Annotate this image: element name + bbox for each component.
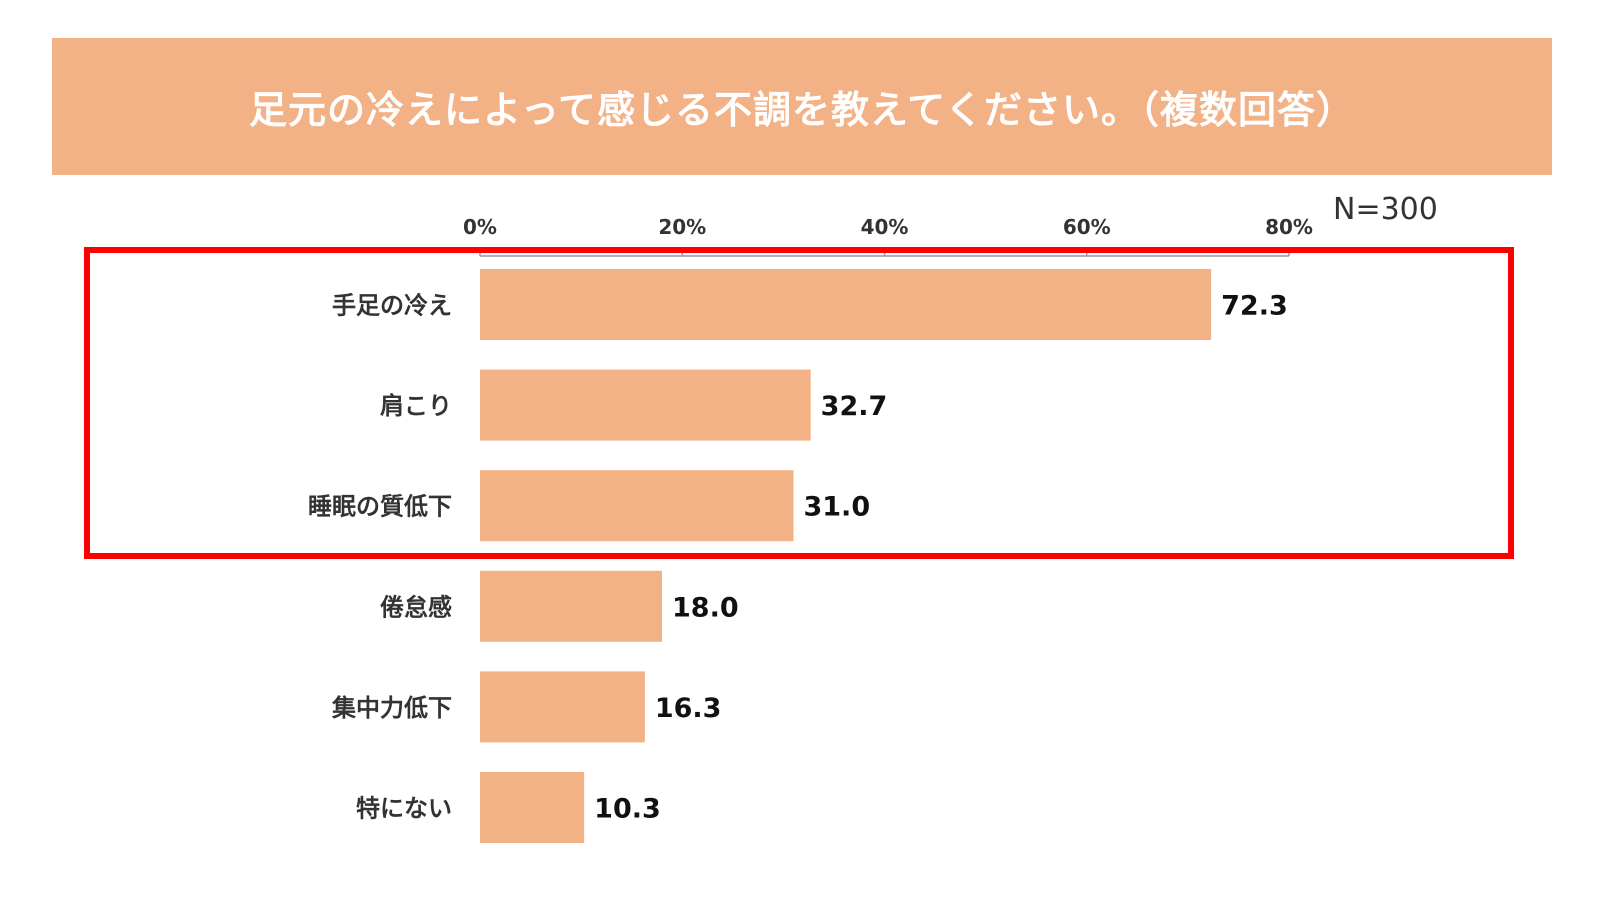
category-label: 特にない bbox=[356, 795, 452, 823]
bar bbox=[480, 671, 645, 743]
bar bbox=[480, 470, 794, 542]
chart-title: 足元の冷えによって感じる不調を教えてください。（複数回答） bbox=[249, 88, 1355, 132]
value-label: 31.0 bbox=[803, 492, 870, 523]
bar bbox=[480, 772, 585, 843]
x-tick-label: 20% bbox=[658, 215, 706, 239]
x-tick-label: 60% bbox=[1063, 215, 1111, 239]
value-label: 10.3 bbox=[594, 794, 661, 825]
category-label: 手足の冷え bbox=[332, 292, 452, 320]
bar bbox=[480, 269, 1212, 340]
x-tick-label: 0% bbox=[463, 215, 497, 239]
sample-size-label: N=300 bbox=[1333, 192, 1438, 227]
bar bbox=[480, 570, 663, 642]
value-label: 32.7 bbox=[821, 391, 888, 422]
category-label: 倦怠感 bbox=[380, 593, 452, 621]
x-tick-label: 80% bbox=[1265, 215, 1313, 239]
value-label: 16.3 bbox=[655, 693, 722, 724]
bar bbox=[480, 369, 811, 441]
highlight-box bbox=[84, 247, 1514, 559]
category-label: 集中力低下 bbox=[331, 694, 452, 722]
x-tick-label: 40% bbox=[861, 215, 909, 239]
category-label: 睡眠の質低下 bbox=[308, 493, 452, 521]
category-label: 肩こり bbox=[380, 392, 452, 420]
value-label: 18.0 bbox=[672, 592, 739, 623]
title-banner: 足元の冷えによって感じる不調を教えてください。（複数回答） bbox=[52, 38, 1552, 175]
value-label: 72.3 bbox=[1221, 291, 1288, 322]
